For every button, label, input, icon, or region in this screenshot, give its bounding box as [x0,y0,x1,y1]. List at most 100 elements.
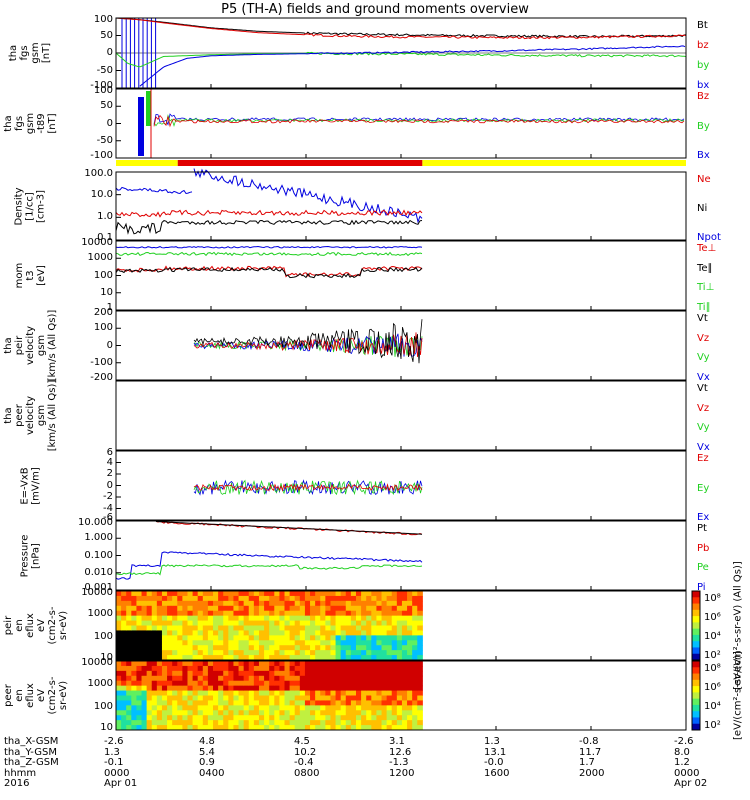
spectrogram-cell [274,610,280,617]
spectrogram-cell [315,675,321,682]
series-Npot [115,186,193,195]
spectrogram-cell [289,655,296,661]
spectrogram-cell [223,650,229,656]
spectrogram-cell [182,645,188,651]
spectrogram-cell [121,635,127,641]
spectrogram-cell [218,670,224,677]
spectrogram-cell [304,715,311,721]
spectrogram-cell [131,625,137,631]
spectrogram-cell [330,715,337,721]
spectrogram-cell [258,630,265,636]
spectrogram-cell [386,645,393,651]
spectrogram-cell [401,650,408,656]
spectrogram-cell [187,655,194,661]
spectrogram-cell [376,615,383,622]
spectrogram-cell [279,720,286,726]
spectrogram-cell [401,610,408,617]
spectrogram-cell [141,655,148,661]
spectrogram-cell [238,600,245,607]
spectrogram-cell [136,695,143,701]
spectrogram-cell [412,700,418,706]
spectrogram-cell [274,675,280,682]
spectrogram-cell [371,705,377,711]
spectrogram-cell [294,635,301,641]
spectrogram-cell [289,675,296,682]
spectrogram-cell [253,720,260,726]
spectrogram-cell [141,650,148,656]
spectrogram-cell [330,600,337,607]
spectrogram-cell [116,661,122,667]
spectrogram-cell [131,705,137,711]
spectrogram-cell [182,595,188,602]
spectrogram-cell [258,600,265,607]
spectrogram-cell [141,600,148,607]
spectrogram-cell [192,650,199,656]
spectrogram-cell [355,695,362,701]
spectrogram-cell [136,625,143,631]
spectrogram-cell [269,725,275,731]
spectrogram-cell [258,695,265,701]
spectrogram-cell [192,675,199,682]
spectrogram-cell [233,675,240,682]
spectrogram-cell [238,625,245,631]
spectrogram-cell [330,675,337,682]
spectrogram-cell [146,705,153,711]
spectrogram-cell [223,620,229,626]
spectrogram-cell [340,690,347,696]
y-tick-label: -2 [103,491,113,502]
spectrogram-cell [381,670,388,677]
spectrogram-cell [299,620,306,626]
spectrogram-cell [376,610,383,617]
spectrogram-cell [182,650,188,656]
spectrogram-cell [350,625,357,631]
spectrogram-cell [207,605,214,612]
spectrogram-cell [417,661,423,667]
spectrogram-cell [345,630,352,636]
spectrogram-cell [207,710,214,716]
spectrogram-cell [253,645,260,651]
spectrogram-cell [223,675,229,682]
panel-frame [115,450,687,521]
spectrogram-cell [243,640,250,646]
spectrogram-cell [161,640,168,646]
spectrogram-cell [412,710,418,716]
spectrogram-cell [167,705,173,711]
spectrogram-cell [350,690,357,696]
spectrogram-cell [172,695,178,701]
spectrogram-cell [299,715,306,721]
colorbar-swatch [692,698,700,706]
spectrogram-cell [167,675,173,682]
spectrogram-cell [228,610,234,617]
spectrogram-cell [345,710,352,716]
spectrogram-cell [407,655,413,661]
spectrogram-cell [156,610,163,617]
spectrogram-cell [345,635,352,641]
spectrogram-cell [366,700,372,706]
spectrogram-cell [161,605,168,612]
spectrogram-cell [167,615,173,622]
y-tick-label: 0.010 [84,566,113,578]
spectrogram-cell [258,705,265,711]
spectrogram-cell [294,685,301,692]
spectrogram-cell [182,615,188,622]
spectrogram-cell [207,625,214,631]
spectrogram-cell [284,635,291,641]
spectrogram-cell [228,635,234,641]
spectrogram-cell [335,605,342,612]
spectrogram-cell [131,700,137,706]
spectrogram-cell [192,710,199,716]
spectrogram-cell [156,715,163,721]
spectrogram-cell [304,725,311,731]
spectrogram-cell [258,620,265,626]
spectrogram-cell [146,600,153,607]
spectrogram-cell [161,630,168,636]
spectrogram-cell [126,705,132,711]
spectrogram-cell [396,640,403,646]
spectrogram-cell [213,705,219,711]
spectrogram-cell [366,715,372,721]
spectrogram-cell [289,710,296,716]
panel-pressure [115,520,687,591]
spectrogram-cell [396,625,403,631]
spectrogram-cell [141,695,148,701]
spectrogram-cell [401,605,408,612]
